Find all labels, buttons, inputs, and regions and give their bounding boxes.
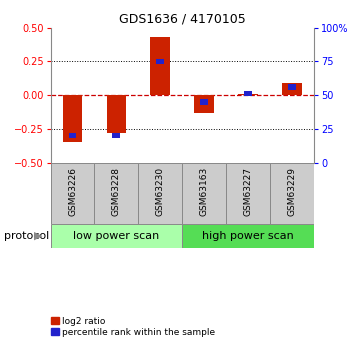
Bar xyxy=(182,224,314,248)
Bar xyxy=(151,37,170,95)
Bar xyxy=(62,95,82,142)
Text: ▶: ▶ xyxy=(34,231,42,241)
Bar xyxy=(51,162,95,224)
Text: low power scan: low power scan xyxy=(73,231,160,241)
Bar xyxy=(106,95,126,133)
Bar xyxy=(226,162,270,224)
Text: high power scan: high power scan xyxy=(202,231,294,241)
Text: GSM63228: GSM63228 xyxy=(112,167,121,216)
Bar xyxy=(182,162,226,224)
Bar xyxy=(113,133,120,138)
Text: protocol: protocol xyxy=(4,231,49,241)
Bar xyxy=(288,84,296,90)
Bar xyxy=(69,133,77,138)
Bar xyxy=(156,59,164,64)
Bar xyxy=(200,99,208,105)
Bar xyxy=(95,162,138,224)
Title: GDS1636 / 4170105: GDS1636 / 4170105 xyxy=(119,12,246,25)
Bar xyxy=(282,83,302,95)
Bar xyxy=(270,162,314,224)
Text: GSM63227: GSM63227 xyxy=(244,167,253,216)
Bar xyxy=(138,162,182,224)
Text: GSM63163: GSM63163 xyxy=(200,167,209,216)
Text: GSM63230: GSM63230 xyxy=(156,167,165,216)
Bar xyxy=(194,95,214,112)
Legend: log2 ratio, percentile rank within the sample: log2 ratio, percentile rank within the s… xyxy=(52,317,216,337)
Text: GSM63229: GSM63229 xyxy=(288,167,297,216)
Bar xyxy=(244,91,252,96)
Bar xyxy=(51,224,182,248)
Text: GSM63226: GSM63226 xyxy=(68,167,77,216)
